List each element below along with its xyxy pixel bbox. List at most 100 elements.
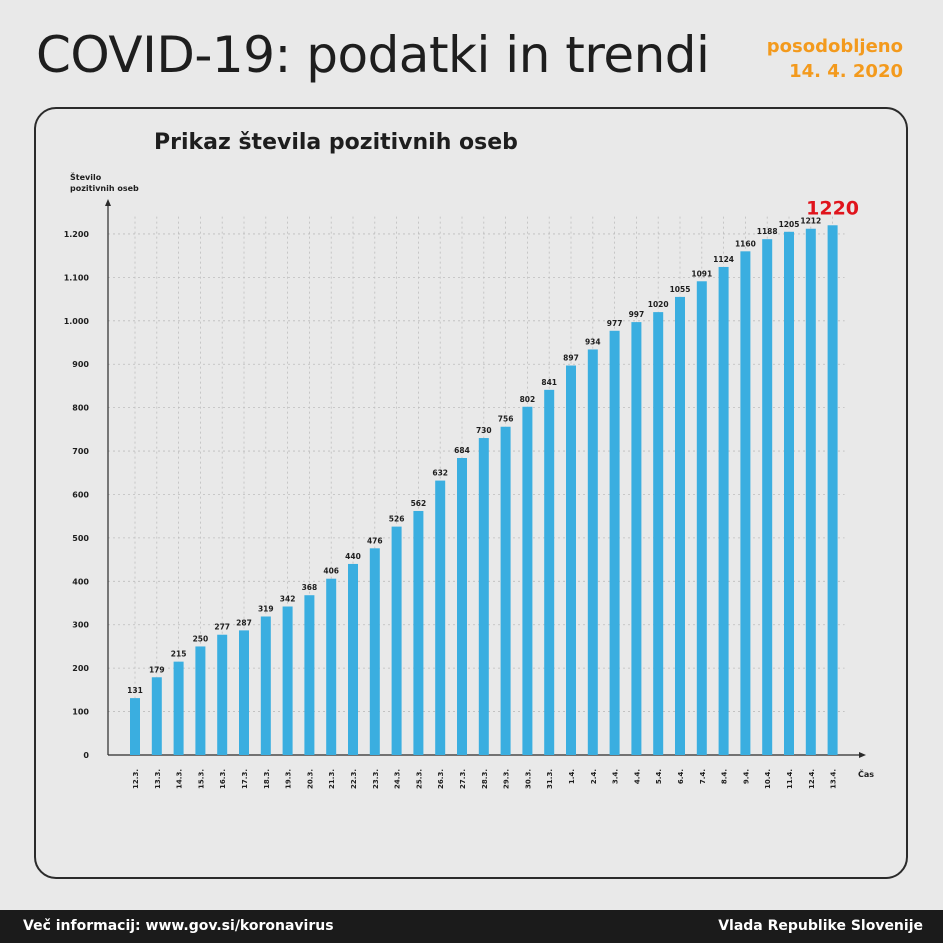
bar-value-label: 526 [389, 515, 405, 524]
bar [500, 426, 511, 755]
bar [762, 239, 773, 755]
bar-value-label: 934 [585, 337, 601, 346]
bar [587, 349, 598, 755]
government-name: Vlada Republike Slovenije [718, 918, 923, 934]
bar [718, 266, 729, 755]
bar [566, 365, 576, 755]
x-tick-label: 28.3. [481, 769, 489, 789]
y-axis-arrow [105, 199, 111, 206]
bar [130, 698, 140, 755]
bar-value-label: 131 [127, 686, 143, 695]
x-tick-label: 3.4. [612, 769, 620, 784]
bar [457, 458, 467, 755]
x-tick-label: 4.4. [633, 769, 641, 784]
x-tick-label: 14.3. [176, 769, 184, 789]
bar-value-label: 1212 [800, 217, 821, 226]
bar [282, 606, 293, 755]
bar-value-label: 1160 [735, 239, 756, 248]
bar [653, 312, 664, 755]
y-tick-label: 1.000 [64, 317, 90, 326]
bar [413, 510, 424, 755]
update-info: posodobljeno 14. 4. 2020 [767, 34, 903, 84]
x-tick-label: 29.3. [503, 769, 511, 789]
bar-value-label: 841 [541, 378, 557, 387]
bar-value-label: 562 [411, 499, 427, 508]
bar-value-label: 406 [323, 567, 339, 576]
bar-value-label: 1188 [757, 227, 778, 236]
bar-value-label: 997 [629, 310, 645, 319]
updated-label: posodobljeno [766, 36, 903, 57]
page-title: COVID-19: podatki in trendi [36, 26, 710, 84]
bar [391, 526, 402, 755]
x-tick-label: 12.3. [132, 769, 140, 789]
chart-card [34, 107, 908, 879]
bar [675, 296, 685, 755]
axes: 0 100 200 300 400 500 600 700 800 900 1.000 1.100 1.… [64, 171, 875, 789]
x-tick-label: 27.3. [459, 769, 467, 789]
x-tick-label: 20.3. [306, 769, 314, 789]
bar-value-label: 1205 [779, 220, 800, 229]
x-tick-label: 21.3. [328, 769, 336, 789]
y-axis-title-line2: pozitivnih oseb [70, 184, 139, 193]
x-tick-label: 10.4. [764, 769, 772, 789]
x-tick-label: 24.3. [394, 769, 402, 789]
bar-value-label: 179 [149, 665, 165, 674]
x-tick-label: 2.4. [590, 769, 598, 784]
bar [696, 281, 707, 755]
footer-bar: Več informacij: www.gov.si/koronavirus V… [0, 910, 943, 943]
more-info-text: Več informacij: www.gov.si/koronavirus [23, 918, 334, 934]
x-tick-label: 17.3. [241, 769, 249, 789]
x-tick-label: 6.4. [677, 769, 685, 784]
x-tick-label: 16.3. [219, 769, 227, 789]
bar-value-label: 250 [193, 634, 209, 643]
bar [827, 225, 838, 755]
x-tick-label: 8.4. [721, 769, 729, 784]
bar-value-label: 319 [258, 604, 274, 613]
bar-value-label: 368 [302, 583, 318, 592]
bar-value-label: 287 [236, 618, 252, 627]
x-tick-label: 26.3. [437, 769, 445, 789]
x-tick-label: 1.4. [568, 769, 576, 784]
bar-value-label: 756 [498, 415, 514, 424]
bar [173, 661, 184, 755]
y-tick-label: 1.100 [64, 273, 90, 282]
bar-value-label: 684 [454, 446, 470, 455]
x-tick-label: 18.3. [263, 769, 271, 789]
bar [805, 228, 816, 755]
bar-value-label: 802 [520, 395, 536, 404]
bar [435, 480, 446, 755]
bars: 131 179 215 250 277 287 319 342 368 406 440 476 526 5… [127, 197, 859, 755]
y-tick-label: 100 [72, 708, 89, 717]
bar [369, 548, 380, 755]
bar-value-label: 1091 [691, 269, 712, 278]
updated-date: 14. 4. 2020 [789, 61, 903, 82]
y-tick-label: 700 [72, 447, 89, 456]
bar [195, 646, 206, 755]
x-tick-label: 22.3. [350, 769, 358, 789]
bar-value-label: 1055 [670, 285, 691, 294]
y-tick-label: 900 [72, 360, 89, 369]
x-tick-label: 9.4. [742, 769, 750, 784]
bar-value-label: 476 [367, 536, 383, 545]
bar-value-label: 440 [345, 552, 361, 561]
x-tick-label: 31.3. [546, 769, 554, 789]
y-tick-label: 600 [72, 490, 89, 499]
x-axis-title: Čas [858, 768, 874, 779]
x-tick-label: 23.3. [372, 769, 380, 789]
y-tick-label: 200 [72, 664, 89, 673]
bar [348, 563, 358, 755]
chart-title: Prikaz števila pozitivnih oseb [154, 130, 518, 155]
bar [784, 231, 794, 755]
bar [151, 677, 162, 755]
bar [304, 595, 315, 755]
y-tick-label: 300 [72, 621, 89, 630]
y-tick-label: 1.200 [64, 230, 90, 239]
y-axis-title-line1: Število [70, 171, 102, 182]
y-tick-label: 800 [72, 404, 89, 413]
bar-value-label: 277 [214, 623, 230, 632]
bar-value-label: 730 [476, 426, 492, 435]
bar-value-label: 1124 [713, 255, 734, 264]
bar-value-highlight: 1220 [806, 197, 859, 219]
x-tick-label: 15.3. [197, 769, 205, 789]
